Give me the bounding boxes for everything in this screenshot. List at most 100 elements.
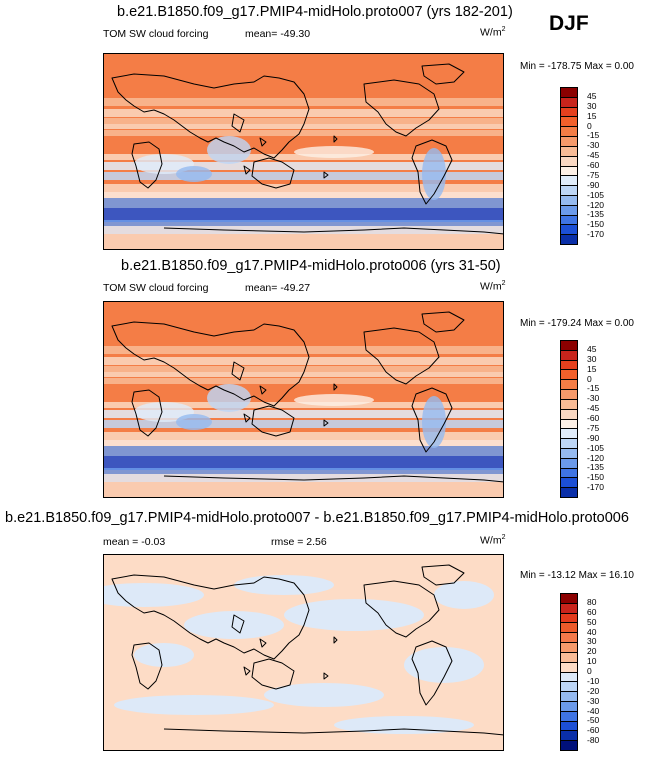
coastline [323,672,329,680]
panel1-units-exp: 2 [501,26,506,33]
colorbar-tick-label: 30 [587,100,597,111]
field-band [104,446,503,456]
colorbar-tick-label: -30 [587,393,600,404]
panel3-map [103,554,504,751]
colorbar-tick-label: -150 [587,219,605,230]
colorbar-swatch [561,88,577,98]
panel2-units-base: W/m [480,280,502,293]
coastline [259,137,267,147]
field-band [104,482,503,497]
colorbar-swatch [561,731,577,742]
colorbar-swatch [561,594,577,604]
colorbar-tick-label: -105 [587,442,605,453]
colorbar-tick-label: -60 [587,725,600,736]
coastline [131,141,163,189]
field-band [104,474,503,482]
colorbar-tick-label: -45 [587,150,600,161]
panel2-colorbar [560,340,578,498]
colorbar-swatch [561,488,577,497]
colorbar-swatch [561,107,577,118]
field-band [104,98,503,106]
panel2-map [103,301,504,498]
colorbar-swatch [561,146,577,157]
colorbar-tick-label: -120 [587,199,605,210]
colorbar-swatch [561,205,577,216]
colorbar-swatch [561,429,577,440]
colorbar-tick-label: 15 [587,110,597,121]
panel3-units: W/m2 [480,534,505,547]
field-blob [234,575,334,595]
colorbar-swatch [561,701,577,712]
coastline [411,139,453,205]
panel2-units: W/m2 [480,280,505,293]
colorbar-swatch [561,127,577,138]
colorbar-swatch [561,721,577,732]
colorbar-tick-label: -90 [587,432,600,443]
field-band [104,378,503,384]
colorbar-tick-label: -30 [587,140,600,151]
panel2-units-exp: 2 [501,280,506,287]
coastline [243,165,251,175]
coastline [421,63,465,85]
field-band [104,172,503,180]
field-band [104,198,503,208]
field-band [104,184,503,192]
colorbar-tick-label: -30 [587,695,600,706]
colorbar-swatch [561,341,577,351]
colorbar-swatch [561,613,577,624]
colorbar-swatch [561,672,577,683]
colorbar-swatch [561,350,577,361]
field-band [104,118,503,124]
panel3-minmax: Min = -13.12 Max = 16.10 [520,570,634,581]
colorbar-tick-label: 0 [587,666,592,676]
field-band [104,234,503,249]
colorbar-tick-label: -170 [587,482,605,493]
field-blob [264,683,384,707]
field-band [104,420,503,428]
colorbar-tick-label: 15 [587,363,597,374]
field-band [104,124,503,129]
colorbar-tick-label: -90 [587,179,600,190]
colorbar-swatch [561,711,577,722]
field-band [104,456,503,470]
colorbar-tick-label: -15 [587,130,600,141]
field-band [104,440,503,446]
panel1-map [103,53,504,250]
panel2-mean: mean= -49.27 [245,282,311,294]
colorbar-tick-label: -135 [587,209,605,220]
panel3-units-base: W/m [480,534,502,547]
colorbar-tick-label: -170 [587,229,605,240]
colorbar-swatch [561,215,577,226]
field-band [104,130,503,136]
field-blob [404,647,484,683]
colorbar-swatch [561,156,577,167]
colorbar-swatch [561,225,577,236]
colorbar-swatch [561,117,577,128]
field-band [104,192,503,198]
panel3-colorbar [560,593,578,751]
coastline [243,413,251,423]
panel1-minmax: Min = -178.75 Max = 0.00 [520,61,634,72]
colorbar-tick-label: 45 [587,90,597,101]
field-band [104,226,503,234]
field-band [104,109,503,117]
coastline [111,73,310,159]
colorbar-tick-label: -105 [587,189,605,200]
panel3-mean: mean = -0.03 [103,536,166,548]
colorbar-tick-label: -60 [587,413,600,423]
colorbar-swatch [561,176,577,187]
colorbar-tick-label: -45 [587,403,600,414]
coastline [251,658,295,690]
panel2-variable-label: TOM SW cloud forcing [103,282,209,294]
coastline [231,361,245,381]
colorbar-swatch [561,741,577,750]
colorbar-swatch [561,419,577,430]
panel1-mean: mean= -49.30 [245,28,311,40]
field-band [104,410,503,418]
colorbar-tick-label: 10 [587,656,597,667]
field-blob [207,136,251,164]
colorbar-tick-label: 80 [587,596,597,607]
field-blob [294,146,374,158]
season-label: DJF [549,12,589,35]
field-blob [294,394,374,406]
